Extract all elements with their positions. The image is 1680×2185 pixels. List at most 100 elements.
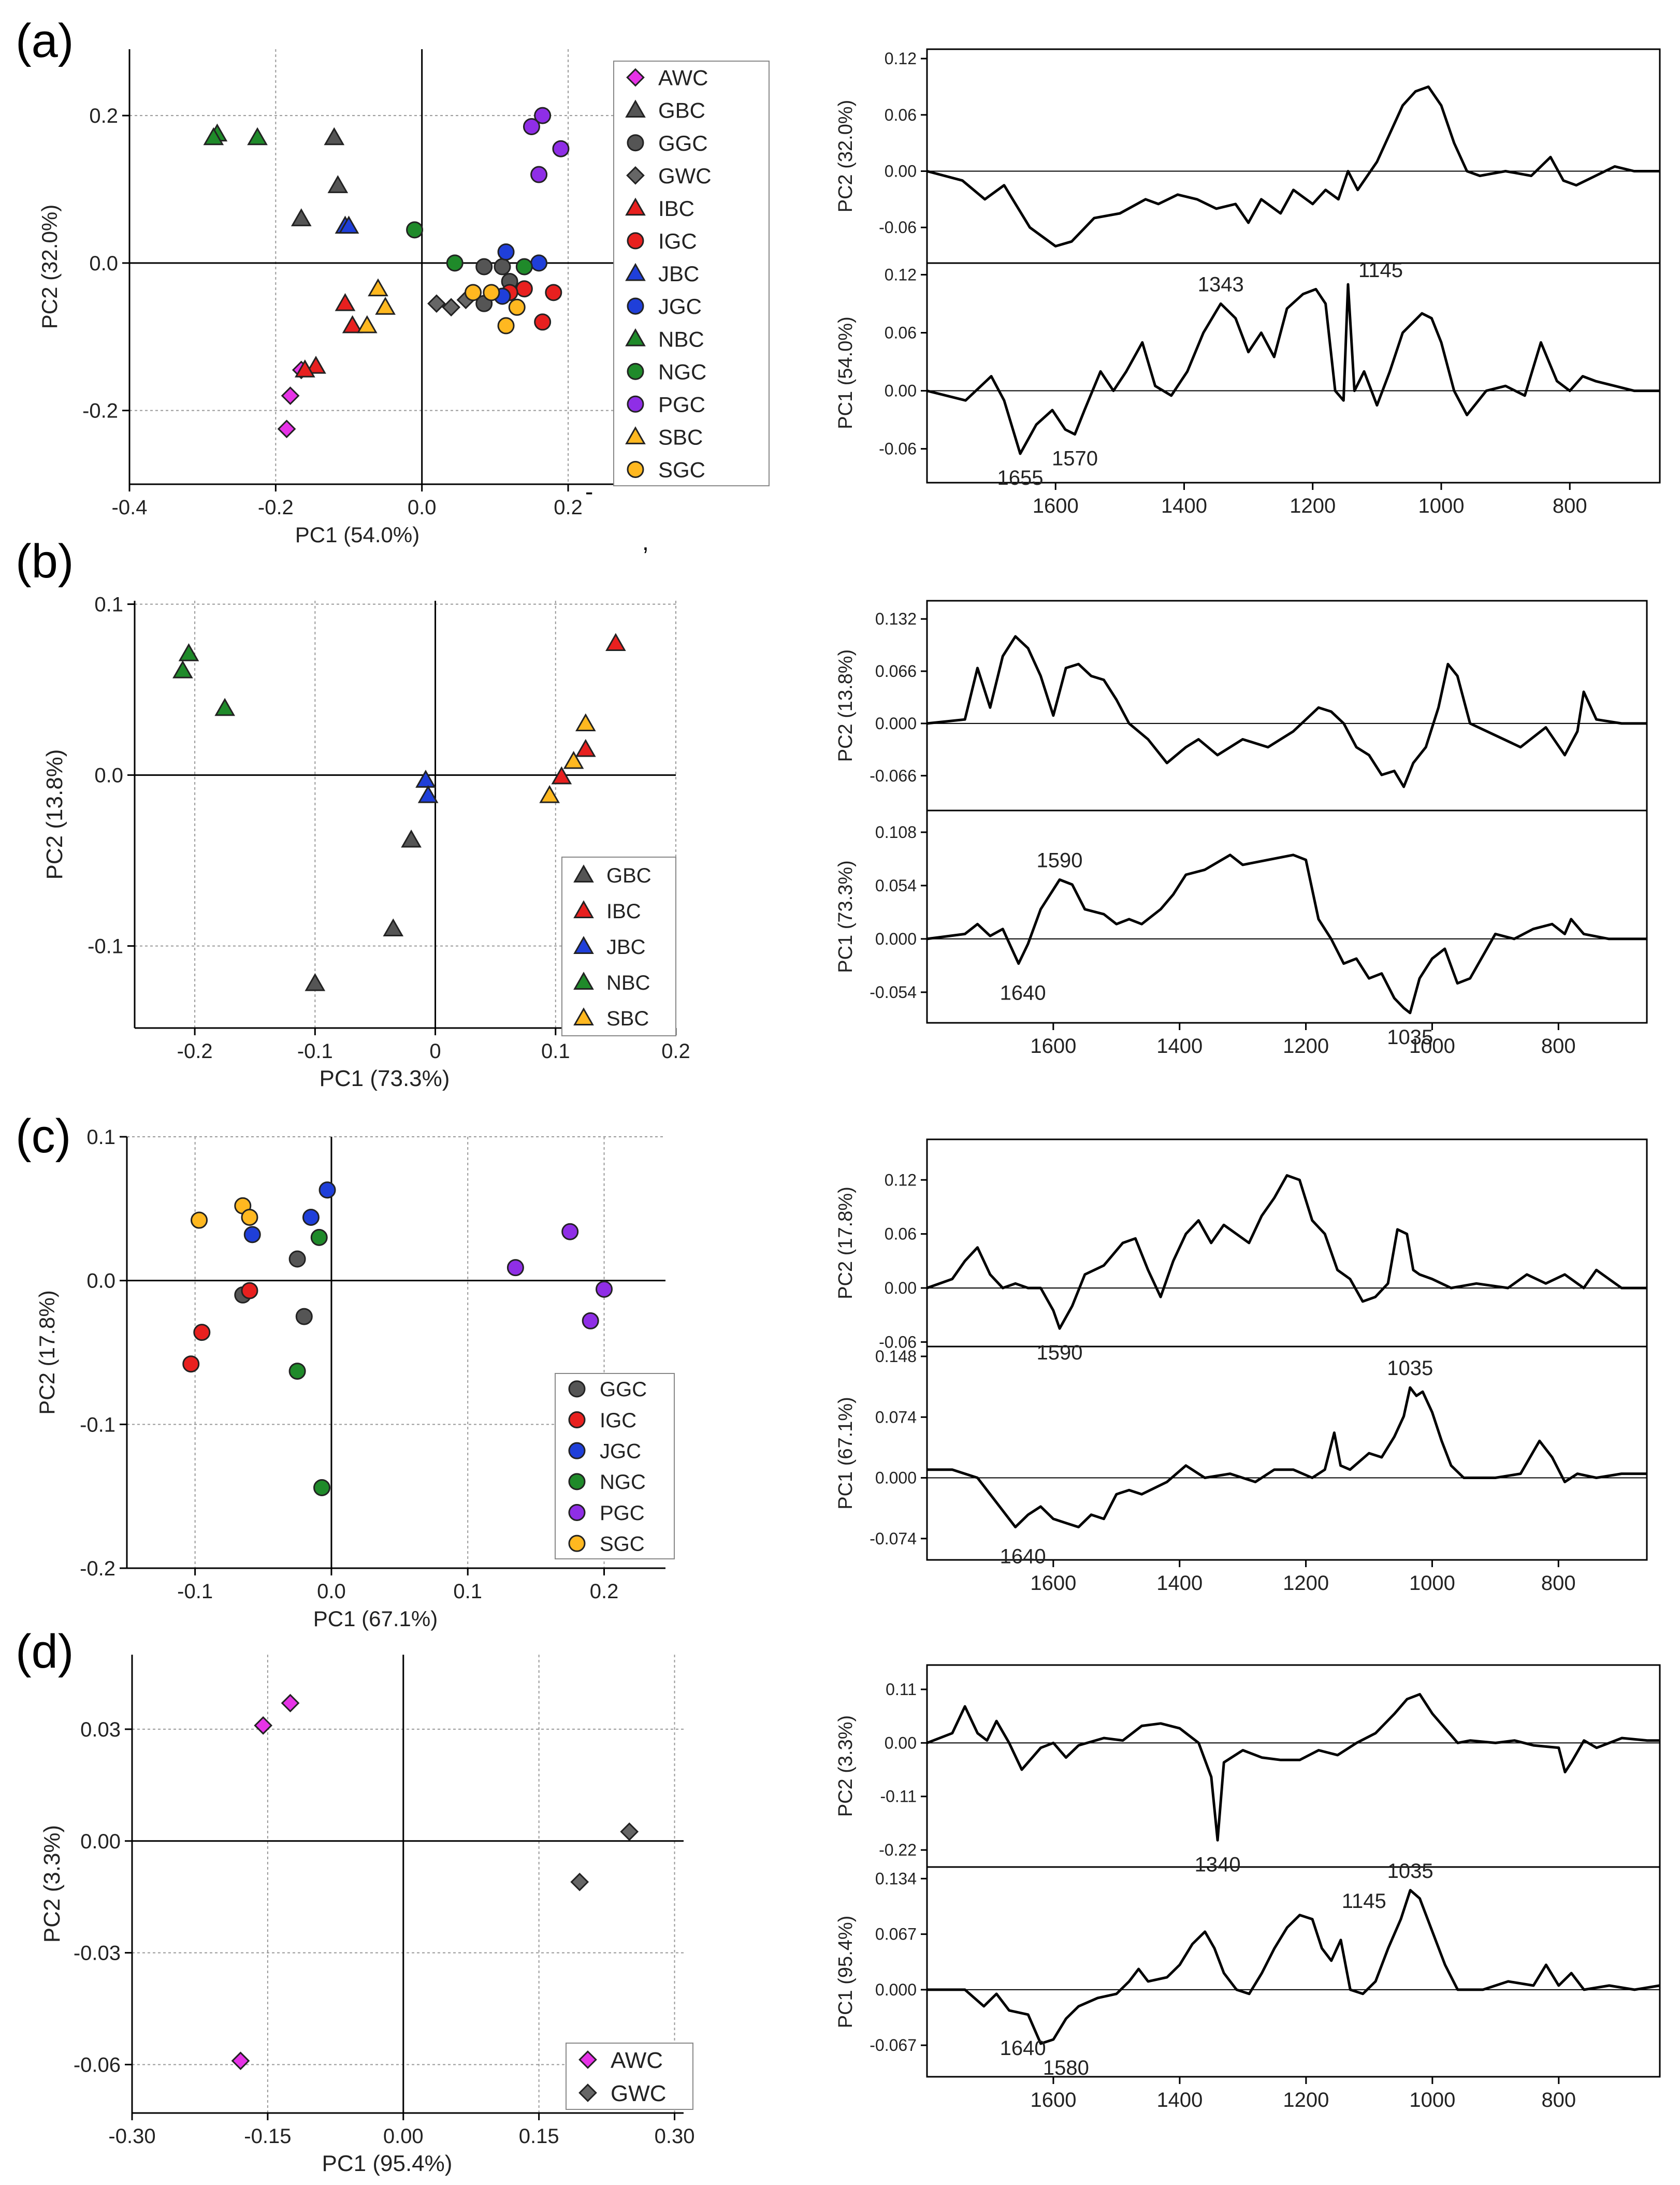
data-point-ngc xyxy=(515,258,533,276)
legend-label-pgc: PGC xyxy=(658,392,705,416)
data-point-pgc xyxy=(596,1280,613,1298)
y-tick-label: 0.0 xyxy=(86,1270,115,1293)
data-point-ggc xyxy=(288,1250,306,1268)
x-tick-label: -0.1 xyxy=(177,1580,213,1603)
data-point-ibc xyxy=(335,293,356,311)
y-tick-label: 0.00 xyxy=(885,382,917,400)
data-point-sgc xyxy=(465,284,482,301)
y-tick-label: 0.00 xyxy=(885,1279,917,1297)
y-tick-label: 0.06 xyxy=(885,1225,917,1243)
data-point-jgc xyxy=(302,1208,320,1226)
x-axis-label: PC1 (54.0%) xyxy=(295,523,419,547)
data-point-ggc xyxy=(494,258,511,276)
y-tick-label: 0.108 xyxy=(875,823,917,842)
data-point-nbc xyxy=(247,127,268,146)
legend-marker-ibc xyxy=(625,197,646,216)
data-point-ggc xyxy=(295,1308,313,1325)
y-axis-label-bottom: PC1 (95.4%) xyxy=(835,1916,857,2029)
data-point-sgc xyxy=(191,1211,208,1229)
data-point-ngc xyxy=(310,1228,328,1246)
legend-label-gbc: GBC xyxy=(606,864,651,887)
data-point-igc xyxy=(545,284,562,301)
x-tick-label: 0.0 xyxy=(408,496,437,519)
legend-label-sbc: SBC xyxy=(606,1007,649,1030)
x-tick-label: 0.1 xyxy=(453,1580,482,1603)
data-point-ngc xyxy=(288,1363,306,1380)
y-tick-label: 0.06 xyxy=(885,323,917,342)
legend-marker-ggc xyxy=(627,134,644,152)
peak-annotation: 1640 xyxy=(1000,2037,1046,2060)
subplot-bottom: 0.108 0.054 0.000 -0.054 PC1 (73.3%) 1590 1640… xyxy=(835,823,1647,1049)
legend-marker-awc xyxy=(578,2050,597,2069)
data-point-ibc xyxy=(551,766,572,785)
legend-label-igc: IGC xyxy=(658,229,697,253)
y-tick-label: -0.074 xyxy=(870,1529,917,1548)
x-tick-label: 0.1 xyxy=(541,1040,570,1063)
legend-marker-nbc xyxy=(573,972,594,990)
x-tick-label: 0.15 xyxy=(519,2125,559,2148)
panel-label-c: (c) xyxy=(16,1110,71,1163)
data-point-igc xyxy=(182,1355,200,1373)
x-tick-label: 1600 xyxy=(1030,1572,1076,1595)
y-tick-label: 0.0 xyxy=(94,764,123,787)
x-tick-label: 0 xyxy=(429,1040,441,1063)
legend-marker-jgc xyxy=(568,1442,586,1459)
data-point-ibc xyxy=(342,315,363,334)
data-point-gbc xyxy=(305,973,326,991)
data-point-nbc xyxy=(178,643,199,661)
data-point-sgc xyxy=(241,1208,258,1226)
x-tick-label: -0.15 xyxy=(244,2125,291,2148)
loading-line-top xyxy=(926,85,1660,248)
legend-marker-pgc xyxy=(627,395,644,413)
y-tick-label: 0.134 xyxy=(875,1869,917,1888)
y-tick-label: -0.066 xyxy=(870,766,917,785)
data-point-ibc xyxy=(605,633,626,651)
x-axis-label: PC1 (67.1%) xyxy=(313,1607,438,1631)
data-point-ngc xyxy=(446,254,464,272)
y-tick-label: 0.12 xyxy=(885,265,917,284)
x-tick-label: 1000 xyxy=(1409,1572,1455,1595)
x-tick-label: 1600 xyxy=(1033,495,1079,517)
legend: GGC IGC JGC NGC PGC SGC xyxy=(555,1373,675,1559)
legend-label-awc: AWC xyxy=(658,66,708,90)
data-point-sbc xyxy=(375,297,396,315)
data-point-igc xyxy=(241,1282,258,1299)
peak-annotation: 1570 xyxy=(1052,447,1098,470)
data-point-sbc xyxy=(356,315,378,334)
legend-marker-nbc xyxy=(625,328,646,346)
data-point-gwc xyxy=(427,294,446,313)
y-tick-label: 0.000 xyxy=(875,1980,917,1999)
y-axis-label-top: PC2 (32.0%) xyxy=(835,100,857,213)
legend-box xyxy=(555,1373,675,1559)
legend-marker-gbc xyxy=(573,864,594,882)
data-point-igc xyxy=(193,1324,211,1341)
legend-marker-gwc xyxy=(578,2083,597,2102)
x-tick-label: 1400 xyxy=(1161,495,1207,517)
plot-frame xyxy=(926,600,1648,1024)
data-point-sbc xyxy=(539,785,560,803)
x-tick-label: -0.1 xyxy=(297,1040,333,1063)
data-point-sgc xyxy=(483,284,500,301)
legend-label-ggc: GGC xyxy=(600,1378,647,1401)
loadings-plot-2: 1600 1400 1200 1000 800 0.12 0.06 0.00 -0.06 PC2 … xyxy=(835,1138,1648,1595)
loadings-plot-1: 1600 1400 1200 1000 800 0.132 0.066 0.000 -0.066… xyxy=(835,600,1648,1058)
y-tick-label: 0.1 xyxy=(94,594,123,616)
subplot-bottom: 0.148 0.074 0.000 -0.074 PC1 (67.1%) 1035 1640 xyxy=(835,1347,1647,1568)
data-point-pgc xyxy=(530,166,548,183)
legend-marker-igc xyxy=(627,232,644,250)
x-tick-label: 0.30 xyxy=(655,2125,695,2148)
x-axis-label: PC1 (73.3%) xyxy=(320,1066,450,1091)
x-tick-label: 1200 xyxy=(1283,1035,1329,1058)
scatter-plot-3: -0.30 -0.15 0.00 0.15 0.30 0.03 0.00 -0.03 -0.06… xyxy=(39,1655,694,2176)
x-tick-label: 1200 xyxy=(1290,495,1336,517)
peak-annotation: 1343 xyxy=(1198,273,1244,296)
x-tick-label: 800 xyxy=(1553,495,1587,517)
peak-annotation: 1035 xyxy=(1387,1860,1433,1883)
x-tick-label: 1200 xyxy=(1283,2089,1329,2111)
y-tick-label: -0.06 xyxy=(74,2053,121,2076)
y-tick-label: 0.12 xyxy=(885,1170,917,1189)
y-tick-label: -0.054 xyxy=(870,983,917,1002)
loading-line-bottom xyxy=(927,1386,1647,1529)
